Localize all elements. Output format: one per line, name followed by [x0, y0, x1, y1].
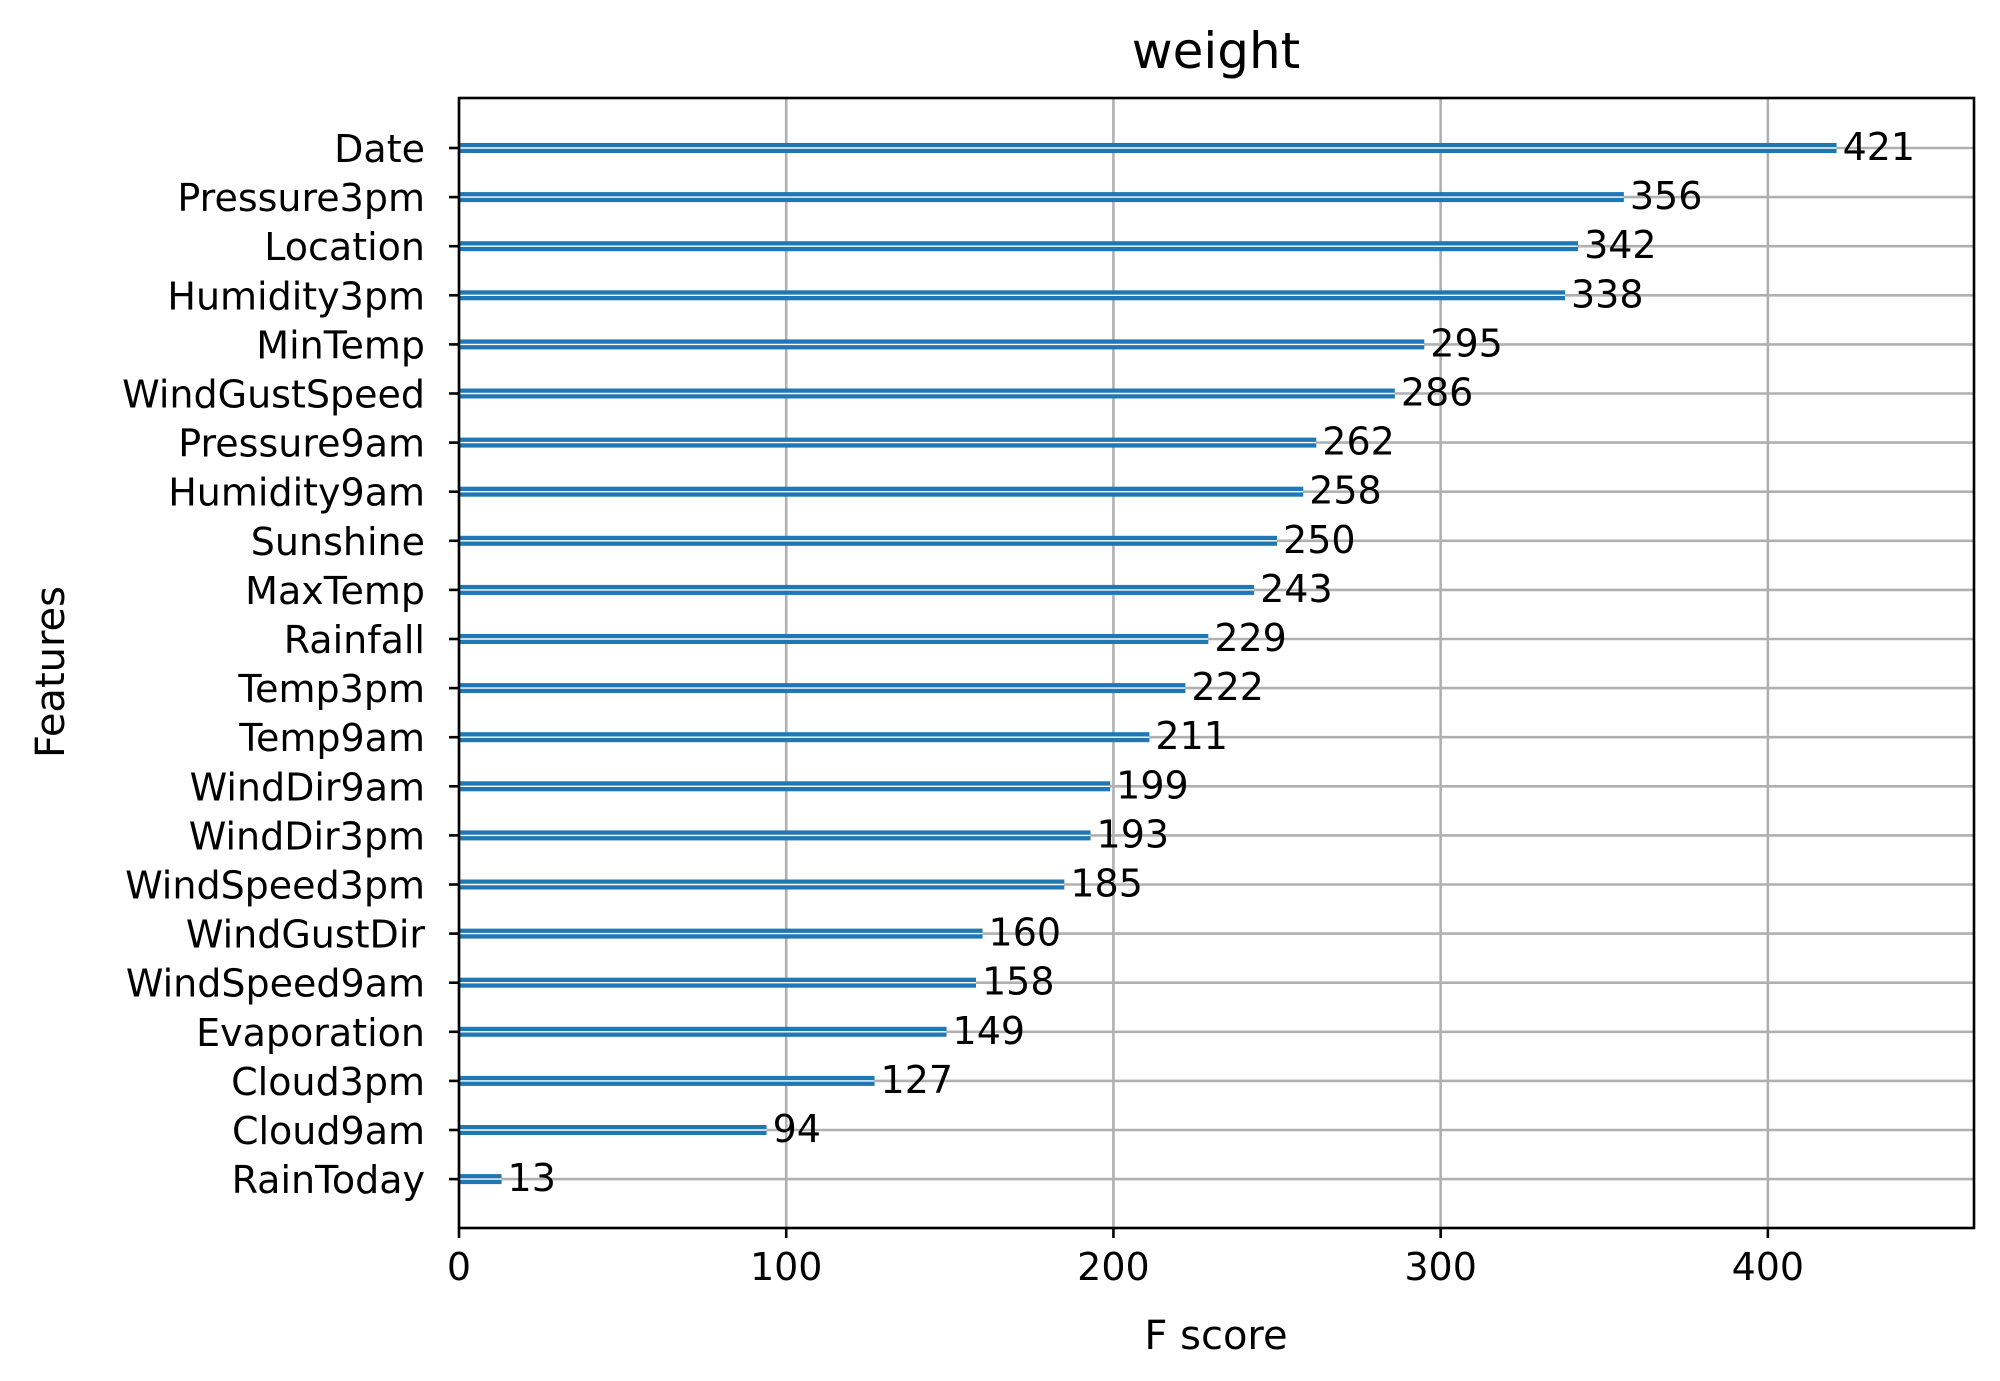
- chart-title: weight: [1132, 22, 1301, 80]
- value-label: 193: [1097, 812, 1170, 856]
- value-label: 199: [1116, 763, 1189, 807]
- category-label: RainToday: [232, 1158, 425, 1202]
- value-label: 185: [1070, 862, 1143, 906]
- value-label: 94: [773, 1107, 821, 1151]
- category-label: MaxTemp: [245, 569, 425, 613]
- y-axis-categories: Date Pressure3pm Location Humidity3pm MinTem…: [122, 127, 459, 1202]
- x-tick-label: 400: [1732, 1245, 1805, 1289]
- category-label: WindDir9am: [190, 765, 425, 809]
- category-label: Temp3pm: [237, 667, 425, 711]
- value-label: 258: [1309, 469, 1382, 513]
- value-label: 250: [1283, 518, 1356, 562]
- value-label: 160: [989, 911, 1062, 955]
- x-axis-label: F score: [1144, 1313, 1287, 1359]
- value-label: 149: [953, 1009, 1026, 1053]
- value-label: 421: [1843, 125, 1916, 169]
- category-label: Location: [264, 225, 425, 269]
- plot-frame: [457, 96, 1976, 1230]
- x-axis-ticks: 0 100 200 300 400: [447, 1228, 1804, 1289]
- value-label: 262: [1322, 420, 1395, 464]
- category-label: MinTemp: [256, 323, 425, 367]
- value-label: 295: [1430, 321, 1503, 365]
- value-label: 127: [881, 1058, 954, 1102]
- value-label: 342: [1584, 223, 1657, 267]
- value-label: 222: [1191, 665, 1264, 709]
- x-tick-label: 0: [447, 1245, 471, 1289]
- value-label: 356: [1630, 174, 1703, 218]
- category-label: Humidity9am: [168, 471, 425, 515]
- category-label: WindGustSpeed: [122, 373, 425, 417]
- value-label: 286: [1401, 371, 1474, 415]
- grid-lines: [457, 98, 1974, 1228]
- value-label: 13: [508, 1156, 556, 1200]
- category-label: Cloud9am: [232, 1109, 425, 1153]
- category-label: WindGustDir: [186, 913, 426, 957]
- x-tick-label: 100: [750, 1245, 823, 1289]
- category-label: Sunshine: [251, 520, 425, 564]
- category-label: Pressure3pm: [177, 176, 425, 220]
- y-axis-label: Features: [28, 586, 74, 758]
- category-label: Evaporation: [196, 1011, 425, 1055]
- value-label: 211: [1155, 714, 1228, 758]
- category-label: Date: [334, 127, 425, 171]
- value-label: 229: [1214, 616, 1287, 660]
- category-label: WindDir3pm: [189, 814, 425, 858]
- value-label: 338: [1571, 272, 1644, 316]
- value-label: 158: [982, 960, 1055, 1004]
- category-label: Temp9am: [238, 716, 425, 760]
- bars: [459, 143, 1837, 1185]
- category-label: WindSpeed3pm: [125, 864, 425, 908]
- category-label: Humidity3pm: [167, 274, 425, 318]
- category-label: Pressure9am: [178, 422, 425, 466]
- value-label: 243: [1260, 567, 1333, 611]
- x-tick-label: 300: [1404, 1245, 1477, 1289]
- category-label: Cloud3pm: [231, 1060, 425, 1104]
- category-label: WindSpeed9am: [126, 962, 425, 1006]
- category-label: Rainfall: [284, 618, 425, 662]
- x-tick-label: 200: [1077, 1245, 1150, 1289]
